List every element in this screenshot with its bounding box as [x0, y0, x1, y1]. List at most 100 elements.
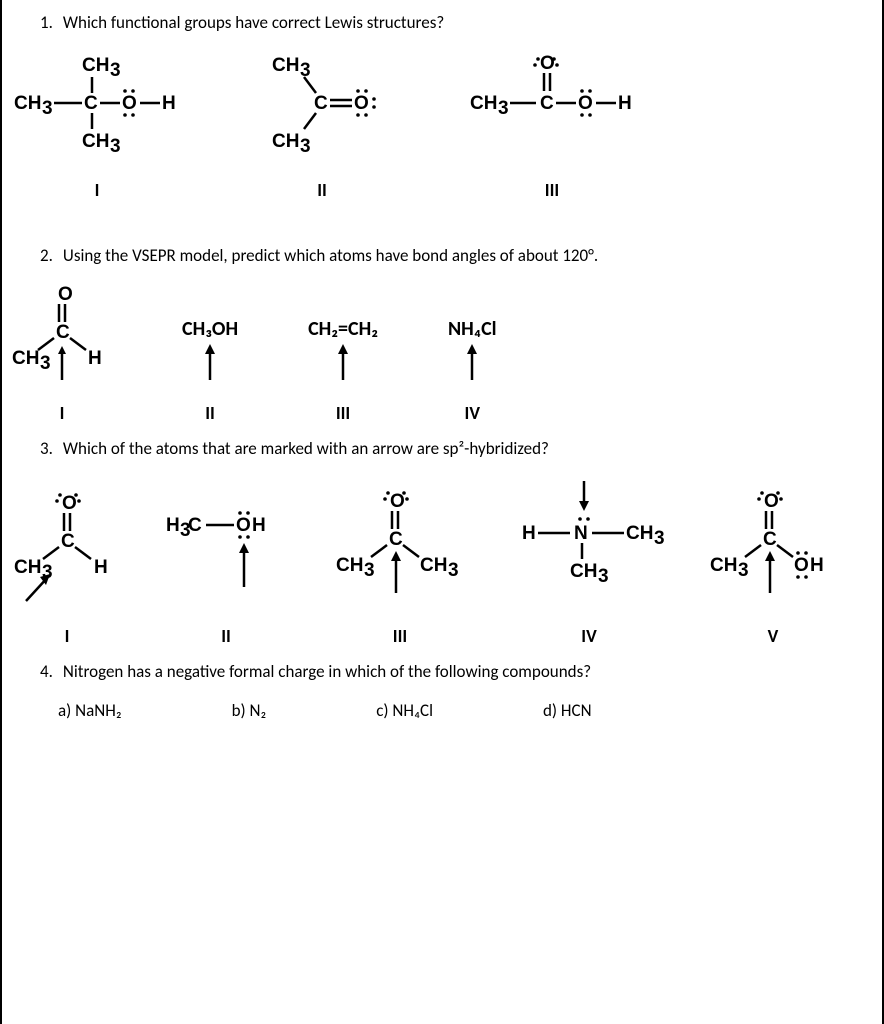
- q3-row: O C CH3 H I H3C OH: [12, 477, 872, 647]
- svg-text:H: H: [618, 93, 632, 114]
- q1-structure-1: CH3 CH3 C O H CH3 I: [12, 51, 182, 201]
- svg-text:3: 3: [300, 136, 311, 157]
- svg-text:CH: CH: [272, 131, 299, 152]
- q1-structure-2: CH3 C O CH3 II: [252, 51, 392, 201]
- question-1: 1.Which functional groups have correct L…: [40, 12, 872, 33]
- svg-text:O: O: [236, 515, 251, 536]
- q2-item-1: O C CH3 H I: [12, 284, 112, 424]
- svg-text:H: H: [88, 348, 102, 369]
- arrow-up-icon: [195, 340, 225, 384]
- svg-text:3: 3: [598, 566, 609, 587]
- q2-formula-4: NH₄Cl: [448, 318, 497, 340]
- svg-text:C: C: [61, 531, 75, 552]
- svg-text:3: 3: [498, 98, 509, 119]
- q3-label-1: I: [65, 625, 70, 647]
- q1-structure-3: O CH3 C O H III: [462, 51, 642, 201]
- q2-label-4: IV: [465, 402, 480, 424]
- q1-number: 1.: [40, 12, 53, 33]
- svg-text:CH: CH: [14, 93, 41, 114]
- q3-svg-2: H3C OH: [156, 477, 296, 607]
- q2-text: Using the VSEPR model, predict which ato…: [63, 245, 598, 266]
- svg-text:H: H: [810, 555, 824, 576]
- q2-item-2: CH₃OH II: [182, 318, 238, 424]
- arrow-up-icon: [457, 340, 487, 384]
- q1-label-1: I: [95, 179, 100, 201]
- svg-text:N: N: [574, 523, 588, 544]
- svg-text:CH: CH: [470, 93, 497, 114]
- q1-structures-row: CH3 CH3 C O H CH3 I CH3 C: [12, 51, 872, 201]
- question-2: 2. Using the VSEPR model, predict which a…: [40, 245, 872, 266]
- svg-text:CH: CH: [272, 55, 299, 76]
- q3-svg-3: O C CH3 CH3: [330, 477, 470, 607]
- svg-text:C: C: [56, 322, 70, 343]
- acetaldehyde-icon: O C CH3 H: [12, 284, 112, 384]
- q4-choice-d: d) HCN: [543, 700, 592, 721]
- svg-text:O: O: [390, 491, 405, 512]
- q2-row: O C CH3 H I CH₃OH II CH₂=CH₂: [12, 284, 872, 424]
- svg-text:C: C: [763, 529, 777, 550]
- svg-text:CH: CH: [12, 348, 39, 369]
- svg-text:H: H: [166, 515, 180, 536]
- q3-label-3: III: [393, 625, 407, 647]
- lewis-structure-2: CH3 C O CH3: [252, 51, 392, 161]
- svg-text:O: O: [122, 93, 137, 114]
- svg-text:3: 3: [654, 528, 665, 549]
- q4-number: 4.: [40, 661, 53, 682]
- question-4: 4.Nitrogen has a negative formal charge …: [40, 661, 872, 682]
- worksheet-page: 1.Which functional groups have correct L…: [0, 0, 884, 1024]
- svg-text:O: O: [62, 493, 77, 514]
- svg-text:O: O: [58, 284, 73, 305]
- svg-text:O: O: [578, 93, 593, 114]
- svg-text:H: H: [162, 93, 176, 114]
- svg-text:C: C: [84, 93, 98, 114]
- svg-text:3: 3: [738, 560, 749, 581]
- q2-formula-3: CH₂=CH₂: [308, 318, 378, 340]
- svg-text:H: H: [94, 557, 108, 578]
- q1-label-2: II: [317, 179, 327, 201]
- svg-text:CH: CH: [82, 131, 109, 152]
- question-3: 3.Which of the atoms that are marked wit…: [40, 438, 872, 459]
- svg-text:O: O: [764, 491, 779, 512]
- q2-label-1: I: [60, 402, 65, 424]
- q3-structure-5: O C CH3 OH V: [708, 477, 838, 647]
- q4-choice-c: c) NH₄Cl: [376, 700, 433, 721]
- svg-text:CH: CH: [82, 55, 109, 76]
- svg-text:O: O: [540, 53, 555, 74]
- q1-label-3: III: [545, 179, 559, 201]
- svg-text:C: C: [389, 529, 403, 550]
- svg-text:3: 3: [40, 353, 51, 374]
- q4-choice-a: a) NaNH₂: [58, 700, 122, 721]
- svg-text:3: 3: [448, 560, 459, 581]
- svg-text:CH: CH: [710, 555, 737, 576]
- q3-label-5: V: [768, 625, 779, 647]
- svg-text:3: 3: [110, 60, 121, 81]
- q3-svg-1: O C CH3 H: [12, 477, 122, 607]
- q2-number: 2.: [40, 245, 53, 266]
- arrow-up-icon: [328, 340, 358, 384]
- svg-text:CH: CH: [570, 561, 597, 582]
- svg-text:H: H: [522, 523, 536, 544]
- q2-item-4: NH₄Cl IV: [448, 318, 497, 424]
- q2-label-2: II: [205, 402, 215, 424]
- svg-text:CH: CH: [626, 523, 653, 544]
- lewis-structure-1: CH3 CH3 C O H CH3: [12, 51, 182, 161]
- q3-label-4: IV: [581, 625, 596, 647]
- q2-item-3: CH₂=CH₂ III: [308, 318, 378, 424]
- q3-svg-5: O C CH3 OH: [708, 477, 838, 607]
- svg-text:C: C: [314, 93, 328, 114]
- svg-text:3: 3: [42, 98, 53, 119]
- q3-structure-2: H3C OH II: [156, 477, 296, 647]
- svg-text:O: O: [354, 93, 369, 114]
- q2-label-3: III: [336, 402, 350, 424]
- q3-number: 3.: [40, 438, 53, 459]
- q3-structure-3: O C CH3 CH3 III: [330, 477, 470, 647]
- svg-text:CH: CH: [420, 555, 447, 576]
- svg-text:O: O: [794, 555, 809, 576]
- q2-formula-2: CH₃OH: [182, 318, 238, 340]
- q3-structure-4: H N CH3 CH3 IV: [504, 477, 674, 647]
- svg-text:C: C: [540, 93, 554, 114]
- q3-structure-1: O C CH3 H I: [12, 477, 122, 647]
- svg-text:CH: CH: [336, 555, 363, 576]
- svg-text:CH: CH: [14, 557, 41, 578]
- lewis-structure-3: O CH3 C O H: [462, 51, 642, 161]
